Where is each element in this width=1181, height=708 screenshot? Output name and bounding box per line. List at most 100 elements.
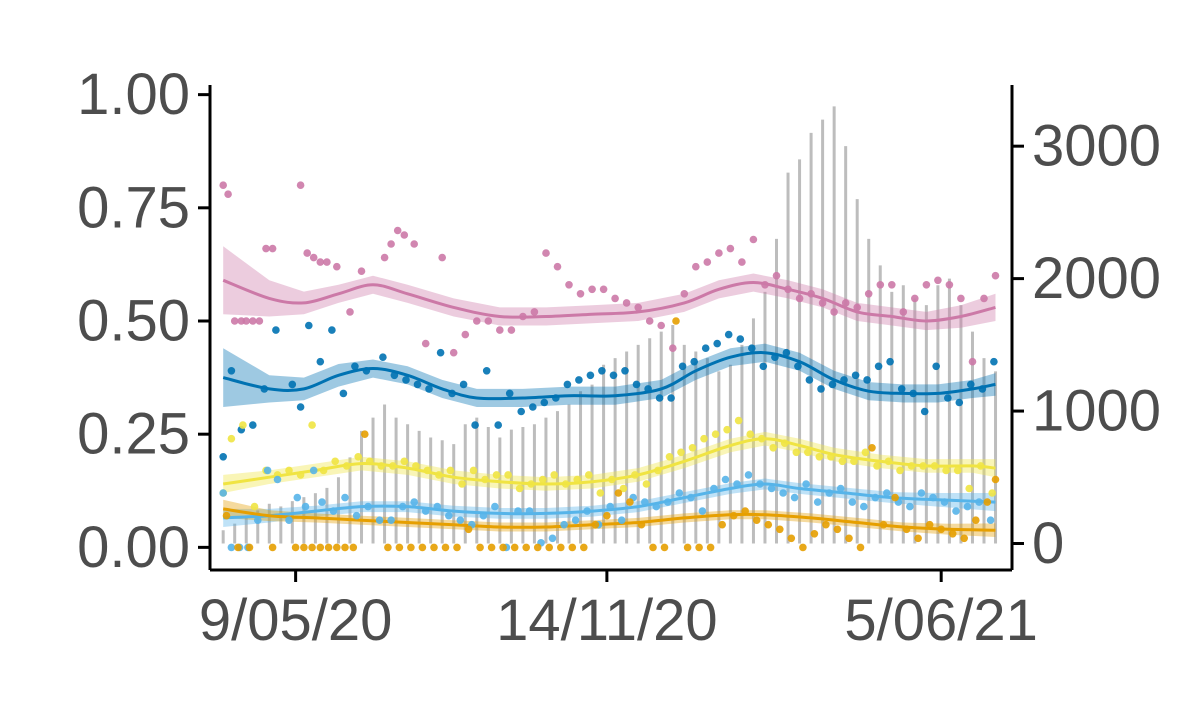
data-point — [911, 294, 919, 303]
data-point — [944, 394, 952, 402]
data-point — [942, 466, 950, 475]
data-point — [565, 281, 573, 289]
data-point — [476, 543, 484, 552]
data-point — [874, 362, 883, 371]
data-point — [888, 281, 896, 289]
data-point — [782, 348, 791, 357]
data-point — [608, 475, 616, 484]
data-point — [734, 416, 743, 425]
smooth-line — [223, 482, 996, 520]
data-point — [583, 507, 591, 515]
data-point — [644, 385, 652, 393]
data-point — [227, 434, 236, 443]
data-point — [316, 357, 325, 366]
data-point — [736, 335, 745, 343]
data-point — [967, 380, 975, 389]
data-point — [316, 543, 325, 552]
left-tick-label: 1.00 — [77, 62, 190, 127]
data-point — [678, 362, 687, 371]
data-point — [744, 471, 753, 479]
data-point — [296, 403, 305, 411]
data-point — [529, 403, 537, 411]
data-point — [920, 407, 929, 416]
data-point — [553, 262, 562, 271]
data-point — [328, 326, 336, 334]
data-point — [418, 543, 427, 552]
data-point — [713, 339, 721, 348]
data-point — [899, 308, 908, 316]
data-point — [285, 516, 293, 524]
data-point — [687, 493, 695, 502]
data-point — [772, 271, 781, 280]
data-point — [841, 299, 850, 307]
data-point — [552, 394, 560, 402]
data-point — [698, 507, 707, 515]
x-tick-label: 14/11/20 — [496, 588, 717, 653]
data-point — [249, 317, 257, 325]
data-point — [752, 516, 761, 524]
data-point — [352, 511, 361, 520]
data-point — [861, 448, 870, 457]
data-point — [813, 498, 822, 506]
right-tick-label: 0 — [1032, 511, 1064, 576]
data-point — [922, 281, 931, 289]
data-point — [664, 498, 672, 506]
data-point — [856, 543, 865, 552]
data-point — [871, 493, 880, 502]
data-point — [525, 507, 534, 515]
data-point — [456, 516, 465, 524]
data-point — [333, 262, 341, 271]
data-point — [779, 489, 787, 497]
data-point — [955, 398, 964, 407]
data-point — [588, 285, 596, 294]
data-point — [430, 543, 438, 552]
data-point — [990, 357, 998, 366]
data-point — [301, 502, 310, 511]
data-point — [804, 448, 812, 457]
data-point — [471, 421, 479, 429]
data-point — [906, 502, 914, 511]
data-point — [645, 317, 654, 325]
data-point — [323, 258, 331, 266]
data-point — [991, 271, 1000, 280]
data-point — [285, 466, 293, 475]
data-point — [672, 317, 680, 325]
data-point — [540, 398, 549, 407]
data-point — [914, 534, 922, 543]
data-point — [807, 290, 815, 298]
data-point — [333, 543, 341, 552]
data-point — [596, 489, 605, 497]
data-point — [481, 475, 489, 484]
data-point — [379, 353, 387, 362]
data-point — [253, 516, 262, 524]
data-point — [268, 543, 277, 552]
data-point — [828, 380, 837, 389]
data-point — [387, 240, 395, 248]
data-point — [234, 543, 242, 552]
data-point — [619, 484, 628, 493]
data-point — [934, 276, 942, 285]
data-point — [245, 543, 254, 552]
right-y-axis: 0 1000 2000 3000 — [1012, 114, 1161, 576]
data-point — [484, 317, 493, 325]
data-point — [387, 516, 395, 524]
data-point — [937, 525, 945, 534]
data-point — [545, 543, 553, 552]
data-point — [421, 507, 430, 515]
data-point — [309, 253, 318, 262]
confidence-band — [223, 343, 996, 407]
data-point — [917, 489, 926, 497]
data-point — [514, 507, 522, 515]
data-point — [464, 525, 473, 534]
data-point — [395, 543, 404, 552]
data-point — [805, 376, 814, 384]
data-point — [642, 480, 651, 488]
left-tick-label: 0.25 — [77, 402, 190, 467]
data-point — [563, 380, 572, 389]
left-tick-label: 0.50 — [77, 289, 190, 354]
left-tick-label: 0.75 — [77, 175, 190, 240]
data-point — [390, 371, 399, 380]
data-point — [701, 344, 710, 353]
data-point — [400, 231, 409, 239]
data-point — [665, 453, 674, 461]
